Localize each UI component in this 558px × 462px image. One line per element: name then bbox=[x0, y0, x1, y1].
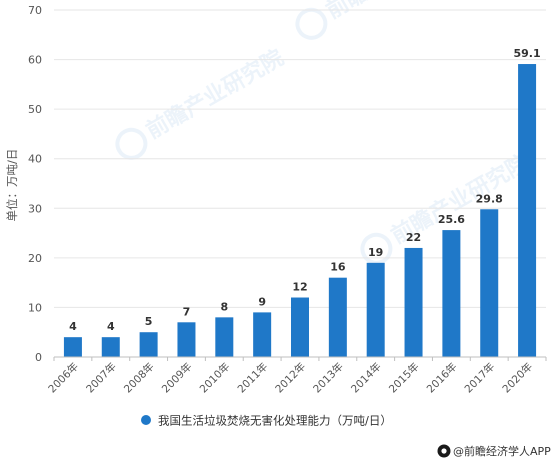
x-tick-label: 2012年 bbox=[273, 360, 309, 396]
bar bbox=[177, 322, 196, 357]
bar bbox=[101, 337, 120, 357]
x-tick-label: 2020年 bbox=[500, 360, 536, 396]
y-tick-label: 40 bbox=[28, 153, 42, 166]
x-tick-label: 2009年 bbox=[159, 360, 195, 396]
y-tick-label: 10 bbox=[28, 301, 42, 314]
gridlines bbox=[54, 9, 546, 308]
bar bbox=[291, 297, 309, 357]
x-tick-label: 2006年 bbox=[46, 360, 82, 396]
y-tick-label: 50 bbox=[28, 103, 42, 116]
data-label: 4 bbox=[107, 320, 115, 333]
x-tick-label: 2017年 bbox=[462, 360, 498, 396]
y-axis-ticks: 0 10 20 30 40 50 60 70 bbox=[28, 4, 42, 364]
x-tick-label: 2010年 bbox=[197, 360, 233, 396]
bar bbox=[215, 317, 234, 357]
data-label: 22 bbox=[406, 231, 421, 244]
data-label: 7 bbox=[183, 305, 191, 318]
y-axis-label: 单位：万吨/日 bbox=[5, 149, 19, 222]
y-tick-label: 70 bbox=[28, 4, 42, 17]
bar bbox=[328, 277, 347, 357]
data-label: 5 bbox=[145, 315, 153, 328]
bar bbox=[139, 332, 158, 357]
data-label: 29.8 bbox=[476, 192, 503, 205]
source-credit: @前瞻经济学人APP bbox=[437, 444, 551, 458]
x-tick-label: 2011年 bbox=[235, 360, 271, 396]
data-label: 19 bbox=[368, 246, 383, 259]
bar bbox=[480, 209, 499, 357]
watermark-text: 前瞻产业研究院 bbox=[322, 0, 468, 24]
data-label: 16 bbox=[330, 261, 346, 274]
data-label: 25.6 bbox=[438, 213, 465, 226]
camera-circle-icon bbox=[437, 444, 451, 458]
x-tick-label: 2007年 bbox=[83, 360, 119, 396]
x-tick-label: 2008年 bbox=[121, 360, 157, 396]
data-label: 4 bbox=[69, 320, 77, 333]
watermark-mark: 前瞻产业研究院 bbox=[295, 0, 468, 40]
x-tick-label: 2014年 bbox=[348, 360, 384, 396]
data-label: 9 bbox=[258, 295, 266, 308]
bar bbox=[366, 262, 385, 357]
data-label: 12 bbox=[292, 281, 307, 294]
legend-marker bbox=[141, 415, 151, 425]
bar bbox=[518, 64, 537, 357]
x-tick-label: 2016年 bbox=[424, 360, 460, 396]
data-label: 8 bbox=[220, 300, 228, 313]
watermark: 前瞻产业研究院前瞻产业研究院前瞻产业研究院 bbox=[115, 0, 533, 265]
x-tick-label: 2015年 bbox=[386, 360, 422, 396]
bars bbox=[63, 64, 537, 357]
legend-label: 我国生活垃圾焚烧无害化处理能力（万吨/日） bbox=[158, 414, 392, 428]
legend: 我国生活垃圾焚烧无害化处理能力（万吨/日） bbox=[141, 414, 392, 428]
x-axis-ticks: 2006年 2007年 2008年 2009年 2010年 2011年 2012年 2013年… bbox=[46, 357, 547, 396]
y-tick-label: 60 bbox=[28, 54, 42, 67]
bar bbox=[63, 337, 82, 357]
bar bbox=[442, 230, 461, 357]
data-labels: 4 4 5 7 8 9 12 16 19 22 25.6 29.8 59.1 bbox=[69, 47, 541, 333]
bar bbox=[253, 312, 272, 357]
data-label: 59.1 bbox=[514, 47, 541, 60]
x-tick-label: 2013年 bbox=[310, 360, 346, 396]
bar bbox=[404, 247, 423, 357]
y-tick-label: 0 bbox=[35, 351, 42, 364]
y-tick-label: 20 bbox=[28, 252, 42, 265]
watermark-mark: 前瞻产业研究院 bbox=[115, 45, 288, 160]
source-label: @前瞻经济学人APP bbox=[453, 444, 551, 458]
y-tick-label: 30 bbox=[28, 202, 42, 215]
